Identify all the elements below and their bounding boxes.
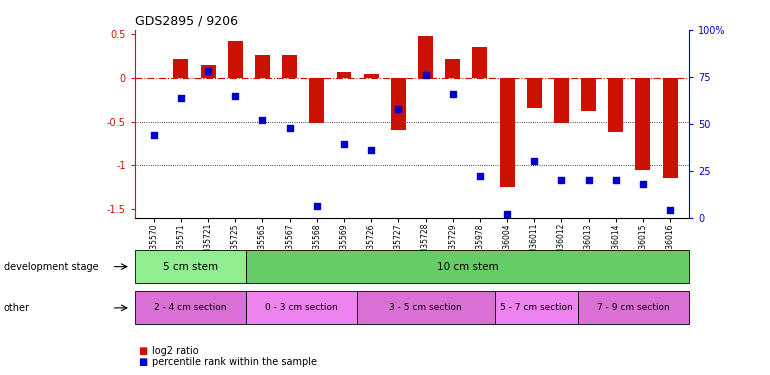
Text: 10 cm stem: 10 cm stem (437, 262, 498, 272)
Point (310, 203, 323, 209)
Bar (418, 36, 433, 78)
Bar (228, 41, 243, 78)
Bar (608, 78, 623, 132)
Point (637, 181, 649, 187)
Text: GDS2895 / 9206: GDS2895 / 9206 (135, 15, 238, 27)
Bar (336, 72, 351, 78)
Text: ■: ■ (139, 357, 148, 367)
Text: 5 - 7 cm section: 5 - 7 cm section (500, 303, 573, 312)
Text: 7 - 9 cm section: 7 - 9 cm section (598, 303, 670, 312)
Point (582, 177, 594, 183)
Bar (473, 48, 487, 78)
Point (148, 132, 160, 138)
Point (202, 68, 214, 74)
Text: percentile rank within the sample: percentile rank within the sample (152, 357, 317, 367)
Point (338, 141, 350, 147)
Bar (663, 78, 678, 178)
Bar (635, 78, 651, 170)
Bar (581, 78, 596, 111)
Bar (201, 65, 216, 78)
Bar (173, 59, 189, 78)
Point (447, 91, 459, 97)
Text: development stage: development stage (4, 262, 99, 272)
Text: other: other (4, 303, 30, 313)
Bar (391, 78, 406, 130)
Bar (282, 55, 297, 78)
Point (256, 117, 269, 123)
Text: 2 - 4 cm section: 2 - 4 cm section (154, 303, 226, 312)
Text: ■: ■ (139, 346, 148, 355)
Bar (255, 55, 270, 78)
Point (283, 124, 296, 130)
Point (175, 94, 187, 100)
Point (501, 211, 514, 217)
Text: 0 - 3 cm section: 0 - 3 cm section (265, 303, 337, 312)
Point (610, 177, 622, 183)
Text: 5 cm stem: 5 cm stem (162, 262, 218, 272)
Point (229, 93, 242, 99)
Bar (310, 78, 324, 123)
Text: 3 - 5 cm section: 3 - 5 cm section (390, 303, 462, 312)
Point (365, 147, 377, 153)
Point (555, 177, 567, 183)
Text: log2 ratio: log2 ratio (152, 346, 199, 355)
Point (420, 72, 432, 78)
Bar (500, 78, 514, 187)
Bar (554, 78, 569, 123)
Point (474, 173, 486, 179)
Point (528, 158, 541, 164)
Bar (363, 74, 379, 78)
Bar (527, 78, 542, 108)
Point (392, 106, 404, 112)
Bar (445, 59, 460, 78)
Point (664, 207, 676, 213)
